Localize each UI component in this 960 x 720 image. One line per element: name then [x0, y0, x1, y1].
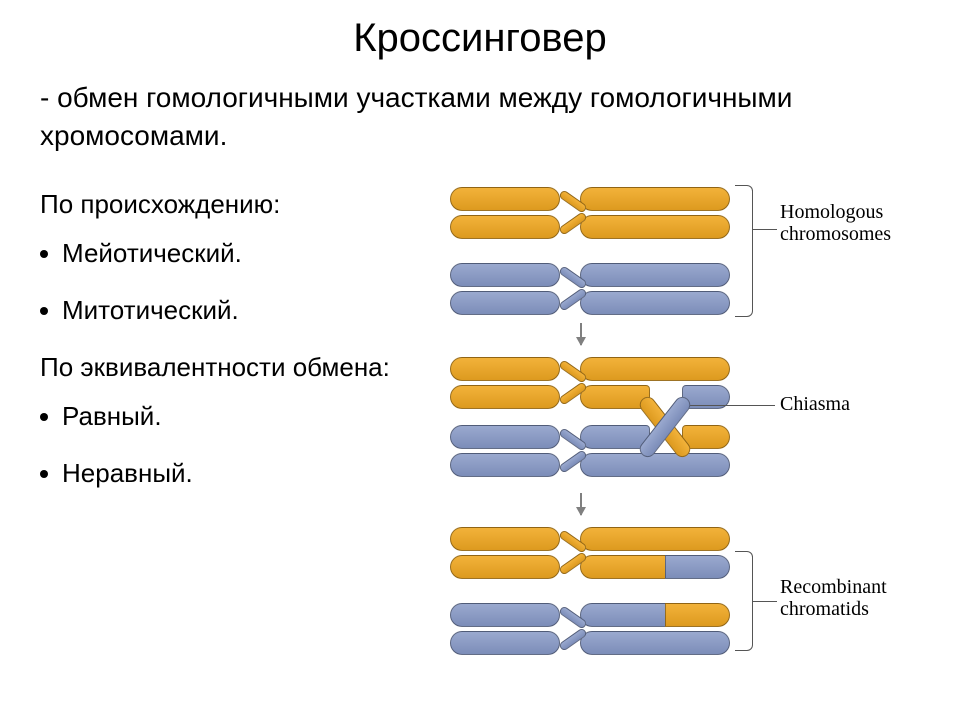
chromatid: [450, 453, 560, 477]
centromere-icon: [558, 429, 584, 473]
label-chiasma: Chiasma: [780, 393, 850, 415]
leader-line: [753, 229, 777, 230]
chromosome-orange: [450, 521, 730, 585]
chromatid: [580, 263, 730, 287]
recombinant-segment: [665, 555, 730, 579]
origin-heading: По происхождению:: [40, 189, 420, 220]
definition-text: - обмен гомологичными участками между го…: [40, 79, 920, 155]
stage-chiasma: [450, 351, 730, 495]
centromere-icon: [558, 191, 584, 235]
chromosome-orange: [450, 181, 730, 245]
centromere-icon: [558, 531, 584, 575]
label-homologous: Homologous chromosomes: [780, 201, 920, 245]
arrow-down-icon: [580, 323, 582, 345]
centromere-icon: [558, 361, 584, 405]
centromere-icon: [558, 267, 584, 311]
chromatid: [580, 187, 730, 211]
chromatid: [450, 631, 560, 655]
chromatid: [580, 291, 730, 315]
list-item: Равный.: [62, 401, 420, 432]
leader-line: [753, 601, 777, 602]
chromosome-blue: [450, 257, 730, 321]
recombinant-segment: [665, 603, 730, 627]
chromatid: [450, 263, 560, 287]
crossing-over-diagram: Homologous chromosomes Chiasma Recombina…: [420, 181, 920, 681]
chromosome-blue: [450, 597, 730, 661]
chromatid: [450, 291, 560, 315]
stage-homologous: [450, 181, 730, 333]
chromatid: [450, 385, 560, 409]
chromatid: [580, 555, 666, 579]
stage-recombinant: [450, 521, 730, 673]
chromatid: [580, 215, 730, 239]
chromatid: [580, 527, 730, 551]
label-recombinant: Recombinant chromatids: [780, 576, 920, 620]
chromatid: [450, 425, 560, 449]
list-item: Мейотический.: [62, 238, 420, 269]
equivalence-heading: По эквивалентности обмена:: [40, 352, 420, 383]
left-column: По происхождению: Мейотический. Митотиче…: [40, 181, 420, 681]
chromatid: [450, 215, 560, 239]
arrow-down-icon: [580, 493, 582, 515]
chromatid: [450, 187, 560, 211]
chiasma-icon: [635, 397, 695, 457]
chromatid: [580, 631, 730, 655]
page-title: Кроссинговер: [40, 16, 920, 61]
chromatid: [450, 555, 560, 579]
list-item: Митотический.: [62, 295, 420, 326]
chromatid: [450, 527, 560, 551]
chromatid: [580, 603, 666, 627]
centromere-icon: [558, 607, 584, 651]
bracket-icon: [735, 551, 753, 651]
list-item: Неравный.: [62, 458, 420, 489]
chromatid: [450, 603, 560, 627]
bracket-icon: [735, 185, 753, 317]
chromatid: [450, 357, 560, 381]
chromatid: [580, 357, 730, 381]
